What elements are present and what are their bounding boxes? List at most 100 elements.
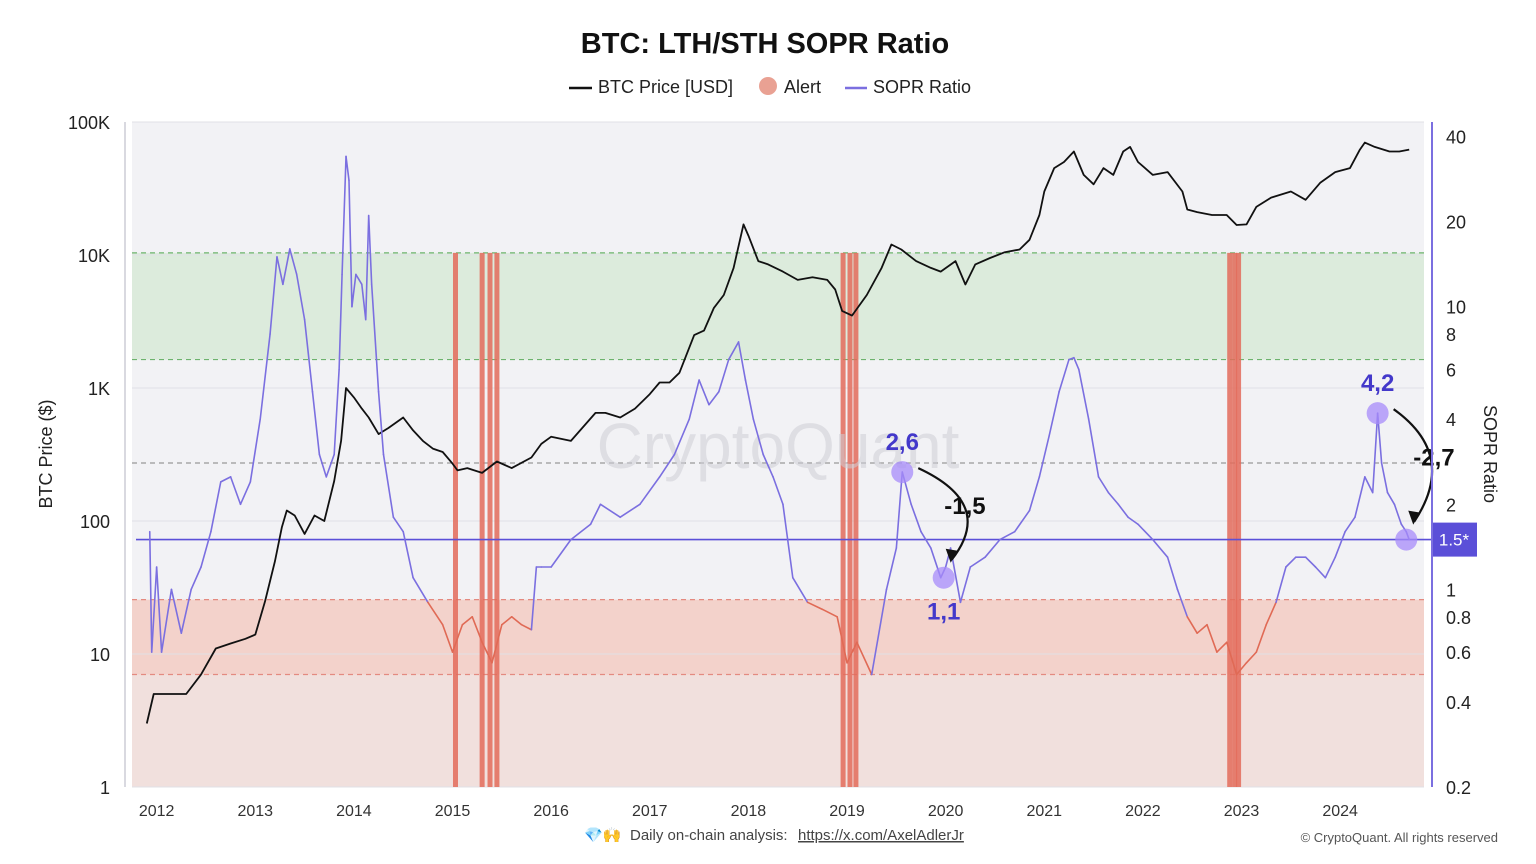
y-tick-right: 2 — [1446, 495, 1456, 515]
zones — [132, 252, 1424, 787]
sopr-segment — [276, 256, 284, 286]
sopr-segment — [1078, 368, 1090, 420]
sopr-segment — [959, 566, 972, 604]
annotations: 2,6 1,1 4,2 -1,5 -2,7 — [886, 370, 1455, 626]
annotation-marker — [1395, 528, 1418, 551]
sopr-segment — [791, 576, 809, 604]
sopr-segment — [269, 256, 278, 335]
sopr-segment — [249, 418, 262, 483]
change-arrow — [1393, 408, 1434, 523]
x-tick: 2013 — [237, 803, 273, 820]
change-label: -1,5 — [944, 493, 985, 520]
sopr-segment — [501, 615, 513, 626]
y-axis-right-ticks: 0.2 0.4 0.6 0.8 1 2 4 6 8 10 20 40 — [1446, 127, 1471, 798]
sopr-segment — [311, 390, 321, 456]
sopr-segment — [836, 615, 848, 664]
y-tick-right: 0.2 — [1446, 778, 1471, 798]
sopr-segment — [1216, 641, 1228, 653]
sopr-segment — [1028, 476, 1041, 512]
sopr-segment — [461, 615, 474, 626]
gridlines — [132, 121, 1424, 788]
y-tick-left: 1K — [88, 379, 110, 399]
sopr-segment — [969, 556, 986, 568]
sopr-segment — [382, 453, 395, 519]
legend-swatch-alert — [759, 77, 777, 95]
threshold-badge-label: 1.5* — [1439, 531, 1470, 550]
sopr-segment — [1013, 509, 1031, 533]
sopr-segment — [351, 273, 357, 308]
sopr-segment — [1393, 503, 1403, 526]
sopr-segment — [345, 155, 350, 182]
sopr-segment — [1364, 476, 1374, 494]
sopr-segment — [148, 530, 153, 653]
sopr-segment — [1275, 566, 1287, 604]
sopr-segment — [1235, 661, 1248, 676]
sopr-segment — [550, 538, 572, 568]
alert-band — [1236, 252, 1242, 787]
change-label: -2,7 — [1413, 444, 1454, 471]
sopr-segment — [160, 588, 173, 653]
sopr-segment — [1117, 503, 1129, 519]
sopr-segment — [688, 379, 700, 420]
alert-band — [840, 252, 846, 787]
sopr-segment — [1354, 476, 1366, 519]
legend-label-alert[interactable]: Alert — [784, 77, 821, 97]
sopr-segment — [190, 566, 202, 591]
sopr-segment — [1196, 623, 1208, 634]
chart-title: BTC: LTH/STH SOPR Ratio — [581, 28, 949, 60]
legend-label-sopr-ratio[interactable]: SOPR Ratio — [873, 77, 971, 97]
sopr-segment — [370, 283, 380, 393]
x-tick: 2024 — [1322, 803, 1358, 820]
alert-band — [1232, 252, 1238, 787]
sopr-segment — [1380, 462, 1389, 494]
sopr-segment — [289, 248, 298, 276]
sopr-segment — [392, 516, 405, 533]
sopr-segment — [200, 530, 212, 568]
sopr-segment — [377, 390, 385, 456]
sopr-segment — [1087, 418, 1100, 478]
legend-label-btc-price[interactable]: BTC Price [USD] — [598, 77, 733, 97]
sopr-segment — [658, 453, 676, 478]
zone-red-low — [132, 674, 1424, 787]
sopr-segment — [367, 214, 373, 286]
footer-link[interactable]: https://x.com/AxelAdlerJr — [798, 827, 964, 844]
sopr-segment — [1107, 491, 1120, 506]
sopr-segment — [1073, 356, 1080, 371]
annotation-marker — [891, 461, 914, 484]
sopr-segment — [708, 390, 720, 406]
sopr-segment — [673, 418, 691, 456]
sopr-segment — [155, 566, 163, 653]
sopr-segment — [1324, 556, 1337, 579]
sopr-segment — [806, 601, 824, 611]
sopr-segment — [856, 641, 873, 676]
sopr-segment — [1048, 390, 1060, 437]
alert-band — [494, 252, 500, 787]
sopr-segment — [1097, 476, 1110, 494]
alert-bands — [452, 252, 1242, 787]
y-tick-right: 8 — [1446, 325, 1456, 345]
y-tick-left: 100K — [68, 113, 110, 133]
x-tick: 2015 — [435, 803, 471, 820]
x-tick: 2020 — [928, 803, 964, 820]
annotation-label: 4,2 — [1361, 370, 1394, 397]
sopr-segment — [1265, 601, 1277, 626]
alert-band — [847, 252, 853, 787]
sopr-segment — [1176, 588, 1189, 618]
sopr-segment — [762, 453, 774, 478]
sopr-segment — [1151, 538, 1169, 558]
sopr-segment — [1344, 516, 1356, 533]
sopr-segment — [210, 481, 222, 533]
annotation-marker — [932, 566, 955, 589]
sopr-segment — [920, 530, 932, 549]
annotation-label: 2,6 — [886, 429, 919, 456]
sopr-segment — [984, 538, 1001, 558]
sopr-segment — [520, 623, 533, 631]
sopr-segment — [481, 641, 493, 664]
alert-band — [853, 252, 859, 787]
sopr-segment — [333, 368, 340, 456]
threshold-line: 1.5* — [136, 522, 1477, 557]
sopr-segment — [999, 530, 1016, 541]
x-tick: 2012 — [139, 803, 175, 820]
y-axis-right-label: SOPR Ratio — [1480, 405, 1500, 503]
